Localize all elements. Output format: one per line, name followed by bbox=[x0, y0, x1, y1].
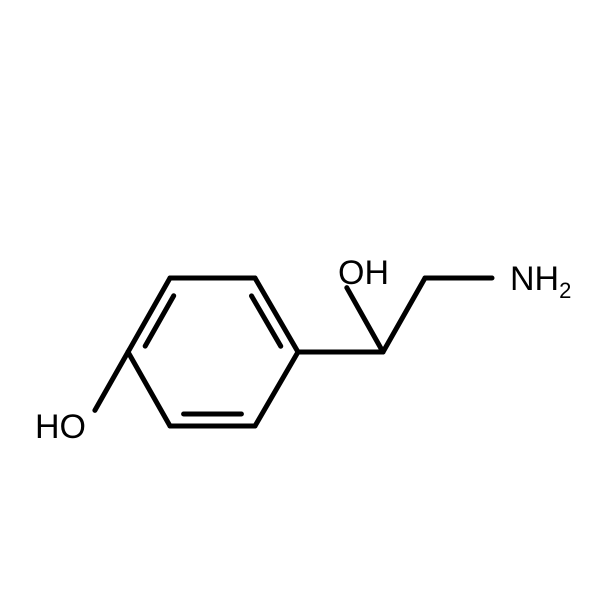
atom-label-O_ring: HO bbox=[35, 408, 86, 446]
atom-label-O_oh: OH bbox=[338, 254, 389, 292]
atom-label-N_nh2: NH2 bbox=[510, 260, 571, 303]
molecule-diagram: HO OH NH2 bbox=[0, 0, 600, 600]
